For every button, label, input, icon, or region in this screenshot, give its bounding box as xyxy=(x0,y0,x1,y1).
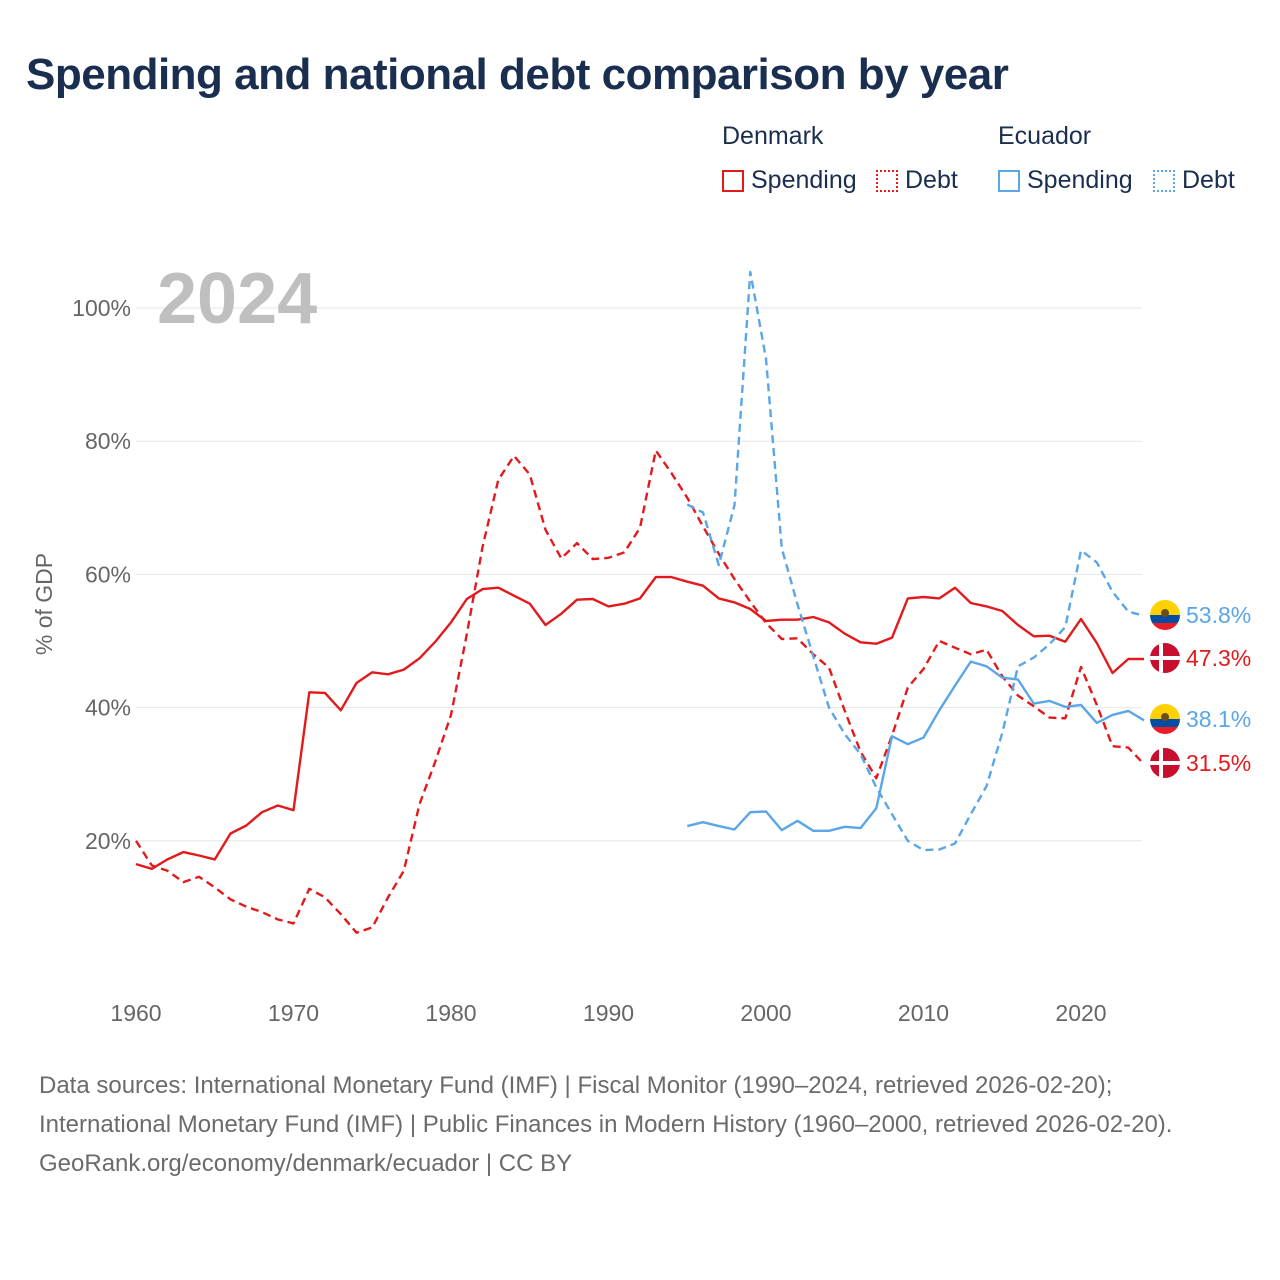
dotted-line-swatch-icon xyxy=(876,169,898,192)
denmark-flag-icon xyxy=(1150,748,1180,778)
chart-title: Spending and national debt comparison by… xyxy=(26,50,1009,99)
legend-ecuador-spending[interactable]: Spending xyxy=(998,166,1133,195)
legend-label: Spending xyxy=(751,166,857,194)
denmark-debt-line[interactable] xyxy=(134,449,1145,934)
ecuador-flag-icon xyxy=(1150,704,1180,734)
legend-ecuador-title: Ecuador xyxy=(998,122,1092,150)
year-watermark: 2024 xyxy=(157,259,317,339)
x-tick-label: 1990 xyxy=(583,1000,634,1026)
y-tick-label: 20% xyxy=(85,828,131,854)
legend-denmark-title: Denmark xyxy=(722,122,824,150)
denmark-flag-icon xyxy=(1150,643,1180,673)
y-axis-label: % of GDP xyxy=(31,553,57,655)
legend-ecuador-debt[interactable]: Debt xyxy=(1153,166,1235,195)
legend-label: Debt xyxy=(905,166,958,194)
data-sources: Data sources: International Monetary Fun… xyxy=(39,1072,1173,1138)
line-chart: 2024 % of GDP 20%40%60%80%100% 1960 1970 1… xyxy=(31,259,1251,1026)
denmark-spending-end-label: 47.3% xyxy=(1186,645,1251,671)
credit-line[interactable]: GeoRank.org/economy/denmark/ecuador | CC… xyxy=(39,1150,573,1177)
x-tick-label: 1970 xyxy=(268,1000,319,1026)
legend-label: Debt xyxy=(1182,166,1235,194)
denmark-spending-line[interactable] xyxy=(135,575,1144,870)
ecuador-spending-line[interactable] xyxy=(687,660,1145,832)
ecuador-flag-icon xyxy=(1150,600,1180,630)
legend-denmark-spending[interactable]: Spending xyxy=(722,166,857,195)
x-tick-label: 2010 xyxy=(898,1000,949,1026)
legend-denmark-debt[interactable]: Debt xyxy=(876,166,958,195)
x-tick-label: 1960 xyxy=(110,1000,161,1026)
legend-label: Spending xyxy=(1027,166,1133,194)
ecuador-debt-line[interactable] xyxy=(686,270,1145,852)
y-axis-ticks: 20% 40% 60% 80% 100% xyxy=(72,295,131,854)
ecuador-spending-end-label: 38.1% xyxy=(1186,706,1251,732)
dotted-line-swatch-icon xyxy=(1153,169,1175,192)
gridlines xyxy=(136,307,1142,842)
ecuador-debt-end-label: 53.8% xyxy=(1186,602,1251,628)
x-axis-ticks: 1960 1970 1980 1990 2000 2010 2020 xyxy=(110,1000,1106,1026)
solid-line-swatch-icon xyxy=(722,169,744,192)
denmark-debt-end-label: 31.5% xyxy=(1186,750,1251,776)
y-tick-label: 40% xyxy=(85,695,131,721)
footer: Data sources: International Monetary Fun… xyxy=(39,1066,1239,1183)
y-tick-label: 100% xyxy=(72,295,131,321)
x-tick-label: 2000 xyxy=(740,1000,791,1026)
y-tick-label: 60% xyxy=(85,561,131,587)
solid-line-swatch-icon xyxy=(998,169,1020,192)
x-tick-label: 1980 xyxy=(425,1000,476,1026)
x-tick-label: 2020 xyxy=(1055,1000,1106,1026)
series-lines xyxy=(134,270,1145,934)
y-tick-label: 80% xyxy=(85,428,131,454)
